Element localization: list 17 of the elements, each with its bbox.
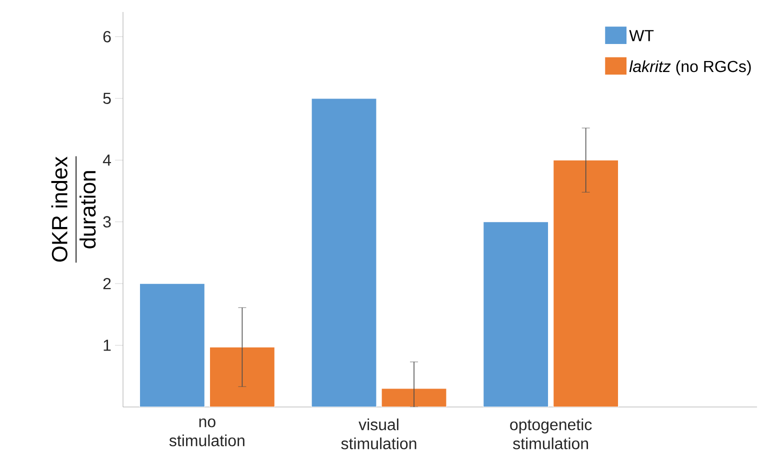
y-tick-label: 2	[103, 278, 111, 290]
y-axis-title: $\frac{\mathrm{OKR\ index}}{\mathrm{duration}}$	[51, 156, 96, 263]
x-tick-label: optogenetic stimulation	[510, 418, 592, 450]
x-tick-label: no stimulation	[169, 418, 244, 446]
x-tick-label: visual stimulation	[341, 418, 416, 450]
bar	[553, 160, 619, 407]
bar	[311, 98, 377, 407]
bar	[381, 388, 447, 407]
y-tick-label: 1	[104, 340, 111, 351]
y-tick-label: 3	[103, 216, 111, 228]
bar	[139, 283, 205, 407]
legend-label: lakritz (no RGCs)	[629, 60, 751, 76]
legend-label: WT	[629, 30, 654, 42]
y-tick-label: 4	[102, 154, 111, 166]
bar	[483, 222, 549, 407]
y-tick-label: 5	[103, 92, 111, 104]
y-tick-label: 6	[103, 31, 111, 42]
